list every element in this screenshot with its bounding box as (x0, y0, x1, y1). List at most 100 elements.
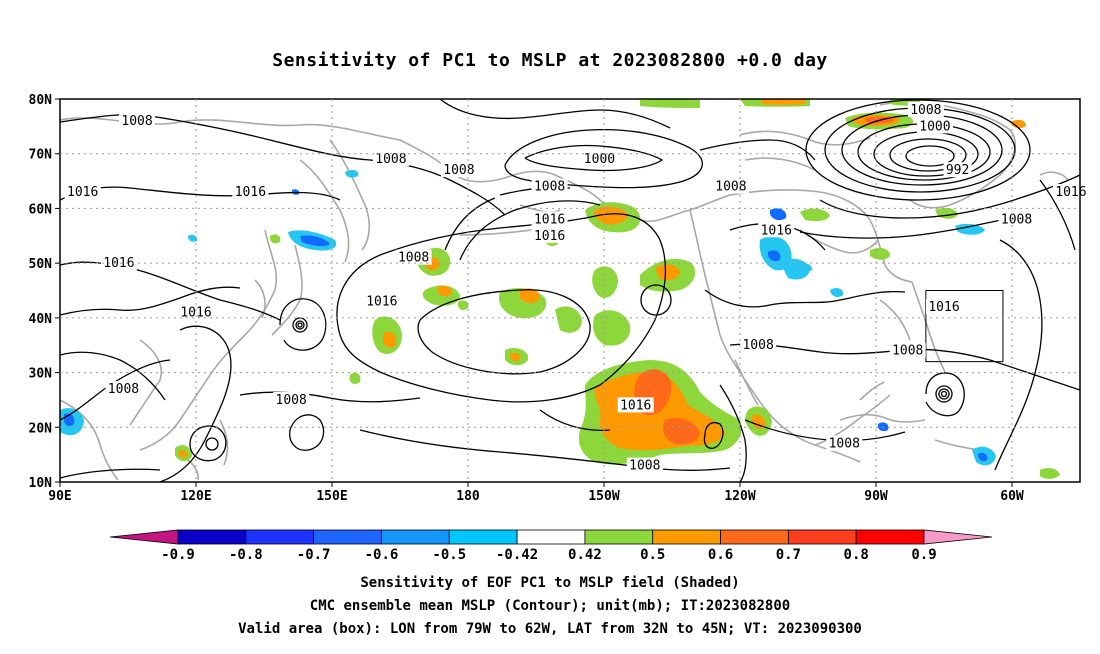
sensitivity-orange-area (383, 332, 397, 348)
contour-label: 1008 (829, 437, 860, 452)
sensitivity-blue-area (877, 422, 889, 432)
sensitivity-cyan-area (955, 223, 985, 235)
contour-label: 1008 (276, 393, 307, 408)
contour-label: 1008 (375, 152, 406, 167)
contour-label: 1000 (919, 119, 950, 134)
colorbar-label: -0.42 (496, 547, 538, 563)
lat-tick-label: 10N (29, 476, 53, 491)
gridlines (60, 99, 1080, 482)
contour-label: 1008 (398, 251, 429, 266)
valid-area-box (925, 290, 1004, 363)
contour-label-bg (943, 162, 972, 178)
contour-label-bg (826, 435, 863, 451)
contour-label-bg (363, 293, 400, 309)
colorbar-label: 0.6 (708, 547, 733, 563)
contour-label-bg (531, 227, 568, 243)
colorbar-swatch (720, 529, 789, 545)
contour-label: 1008 (742, 338, 773, 353)
contour-label: 1008 (910, 103, 941, 118)
lon-tick-label: 90E (48, 489, 71, 504)
lon-tick-label: 120E (180, 489, 211, 504)
contour-label: 1008 (121, 114, 152, 129)
sensitivity-green-area (935, 207, 958, 219)
contour-label: 1008 (892, 344, 923, 359)
contour-label-bg (64, 184, 101, 200)
colorbar-swatch (313, 529, 382, 545)
colorbar-swatch (381, 529, 450, 545)
sensitivity-orange-area (178, 450, 188, 458)
colorbar-label: -0.5 (432, 547, 466, 563)
contour-label: 1016 (366, 294, 397, 309)
sensitivity-blue-area (300, 235, 330, 247)
colorbar-label: -0.6 (365, 547, 399, 563)
contour-label: 992 (946, 163, 969, 178)
sensitivity-orange-area (438, 285, 452, 297)
sensitivity-green-area (640, 99, 700, 108)
lon-tick-label: 150W (588, 489, 619, 504)
sensitivity-orange-area (760, 99, 805, 105)
sensitivity-cyan-area (800, 263, 812, 272)
sensitivity-cyan-area (780, 258, 810, 280)
lon-tick-label: 120W (724, 489, 755, 504)
colorbar-label: -0.8 (229, 547, 263, 563)
sensitivity-cyan-area (345, 169, 359, 178)
contour-label: 1008 (443, 163, 474, 178)
sensitivity-green-area (592, 266, 618, 298)
colorbar-under-triangle (109, 529, 179, 545)
colorbar-label: 0.8 (844, 547, 869, 563)
contour-label: 1016 (761, 223, 792, 238)
colorbar-label: -0.9 (161, 547, 195, 563)
contour-label: 1016 (67, 185, 98, 200)
colorbar-label: 0.42 (568, 547, 602, 563)
sensitivity-green-area (593, 310, 631, 346)
lon-tick-label: 150E (316, 489, 347, 504)
sensitivity-green-area (269, 234, 281, 244)
chart-title: Sensitivity of PC1 to MSLP at 2023082800… (272, 50, 828, 71)
contour-label: 1008 (1001, 212, 1032, 227)
contour-label-bg (531, 178, 568, 194)
contour-label: 1008 (534, 180, 565, 195)
contour-label-bg (178, 304, 214, 320)
contour-label-bg (531, 211, 568, 227)
contour-label-bg (998, 211, 1035, 227)
contour-label: 1016 (1055, 185, 1086, 200)
contour-label: 1008 (715, 180, 746, 195)
colorbar-swatch (245, 529, 315, 545)
lat-tick-label: 50N (29, 257, 53, 272)
sensitivity-green-area (800, 208, 830, 222)
contour-label-bg (395, 249, 432, 265)
sensitivity-dark-orange-area (663, 418, 700, 445)
colorbar-swatch (448, 529, 518, 545)
mslp-contours (60, 99, 1080, 482)
sensitivity-green-area (1040, 467, 1060, 479)
footer-line-3: Valid area (box): LON from 79W to 62W, L… (238, 621, 862, 637)
colorbar: -0.9 -0.8 -0.7 -0.6 -0.5 -0.42 0.42 0.5 0.6 0.7 0.… (109, 529, 993, 563)
sensitivity-orange-area (520, 288, 540, 304)
lat-tick-label: 40N (29, 312, 53, 327)
colorbar-label: 0.9 (911, 547, 936, 563)
contour-label-bg (617, 397, 654, 413)
sensitivity-blue-area (768, 250, 781, 262)
sensitivity-green-area (457, 300, 469, 310)
lon-tick-label: 90W (864, 489, 888, 504)
sensitivity-orange-area (510, 352, 521, 362)
sensitivity-cyan-area (188, 234, 198, 242)
contour-label-bg (758, 222, 795, 238)
colorbar-swatch (584, 529, 654, 545)
sensitivity-orange-area (655, 264, 680, 281)
sensitivity-blue-area (978, 452, 988, 462)
contour-label: 1008 (629, 459, 660, 474)
colorbar-swatch (177, 529, 247, 545)
sensitivity-green-area (555, 306, 582, 333)
colorbar-swatch (652, 529, 721, 545)
footer-line-2: CMC ensemble mean MSLP (Contour); unit(m… (309, 598, 791, 614)
contour-label-bg (105, 380, 142, 396)
contour-label-bg (119, 112, 156, 128)
contour-label: 1016 (534, 212, 565, 227)
lon-tick-label: 60W (1000, 489, 1024, 504)
contour-label: 1016 (180, 305, 211, 320)
colorbar-swatch (516, 529, 586, 545)
contour-label-bg (372, 151, 409, 167)
